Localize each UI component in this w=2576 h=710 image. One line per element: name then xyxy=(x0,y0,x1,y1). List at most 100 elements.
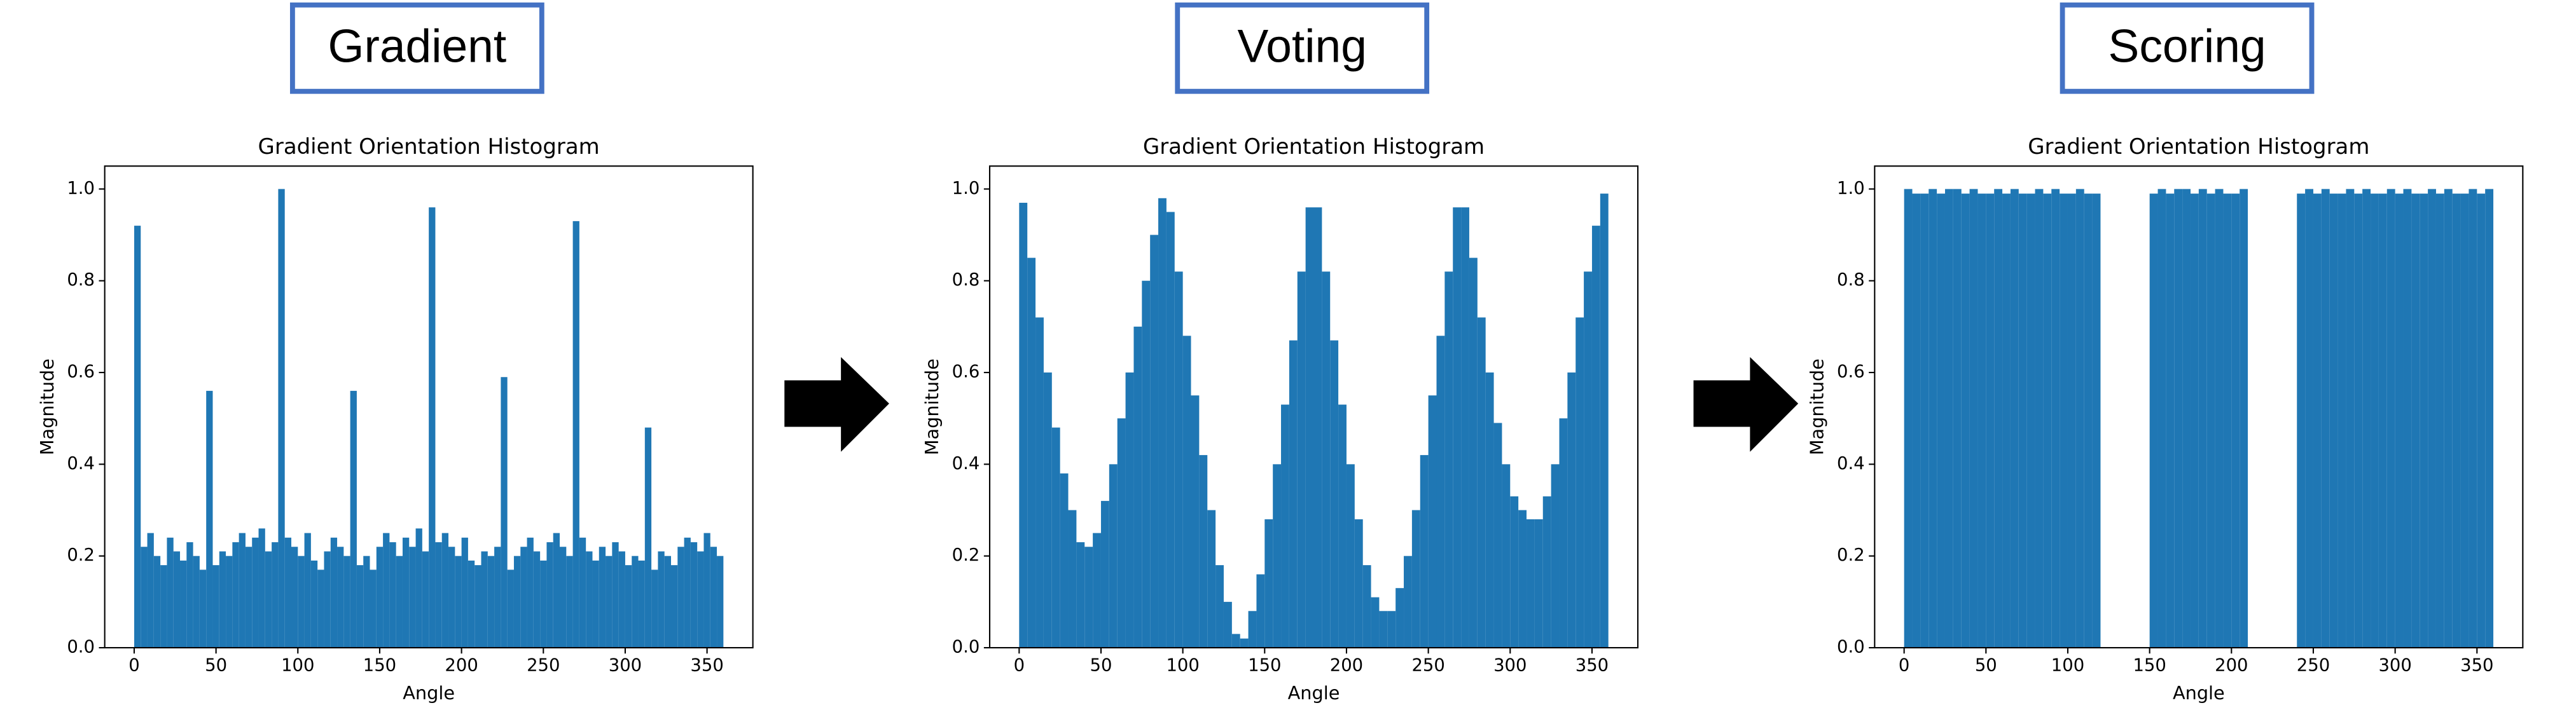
heading: Voting xyxy=(1238,20,1367,72)
bar xyxy=(670,565,678,648)
bar xyxy=(2386,189,2395,648)
bar xyxy=(1191,395,1200,648)
bar xyxy=(402,537,410,648)
bar xyxy=(1461,207,1469,648)
bar xyxy=(467,560,475,648)
bar xyxy=(644,427,652,648)
x-tick-label: 350 xyxy=(690,655,723,675)
bar xyxy=(481,551,488,648)
x-tick-label: 350 xyxy=(1575,655,1609,675)
bar xyxy=(2174,189,2183,648)
bar xyxy=(1174,271,1183,648)
bar xyxy=(134,226,141,648)
y-tick-label: 0.4 xyxy=(952,454,980,474)
bar xyxy=(703,533,710,648)
x-tick-label: 150 xyxy=(363,655,396,675)
x-tick-label: 200 xyxy=(2215,655,2248,675)
bar xyxy=(710,547,717,648)
x-tick-label: 200 xyxy=(1330,655,1363,675)
bar xyxy=(540,560,547,648)
x-tick-label: 300 xyxy=(609,655,642,675)
bar xyxy=(1584,271,1592,648)
bar xyxy=(1420,454,1429,648)
bar xyxy=(265,551,272,648)
bar xyxy=(2346,189,2355,648)
bar xyxy=(1485,372,1494,648)
bar xyxy=(356,565,364,648)
bar xyxy=(2428,189,2436,648)
bar xyxy=(697,551,704,648)
bar xyxy=(684,537,691,648)
bar xyxy=(206,390,213,648)
bar xyxy=(1313,207,1322,648)
bar xyxy=(2157,189,2166,648)
bar xyxy=(415,528,422,648)
bar xyxy=(1305,207,1314,648)
y-tick-label: 0.4 xyxy=(1837,454,1865,474)
bar xyxy=(553,533,560,648)
bar xyxy=(2313,193,2322,648)
bar xyxy=(337,547,344,648)
bar xyxy=(1100,501,1109,648)
bar xyxy=(448,547,455,648)
bar xyxy=(455,556,462,648)
bar xyxy=(2002,193,2011,648)
bar xyxy=(1109,464,1118,648)
bar xyxy=(147,533,154,648)
heading-box xyxy=(2060,2,2315,94)
bar xyxy=(2010,189,2019,648)
bar xyxy=(507,570,514,648)
bar xyxy=(717,556,724,648)
bar xyxy=(2035,189,2044,648)
bar xyxy=(212,565,219,648)
bar xyxy=(1207,510,1216,648)
bar xyxy=(429,207,436,648)
bar xyxy=(186,542,193,648)
bar xyxy=(389,542,396,648)
y-tick-label: 0.2 xyxy=(67,545,95,565)
bar xyxy=(1953,189,1962,648)
bar xyxy=(1436,336,1445,648)
x-tick-label: 200 xyxy=(445,655,478,675)
bar xyxy=(1084,547,1093,648)
bar xyxy=(2198,189,2207,648)
bar xyxy=(1182,336,1191,648)
bar xyxy=(1158,198,1167,648)
bar xyxy=(1591,226,1600,648)
y-tick-label: 0.8 xyxy=(952,270,980,290)
bar xyxy=(219,551,226,648)
bar xyxy=(579,537,586,648)
bar xyxy=(1600,193,1609,648)
bar xyxy=(278,189,285,648)
bar xyxy=(1559,418,1568,648)
bar xyxy=(1043,372,1052,648)
bar xyxy=(2067,193,2076,648)
bar xyxy=(350,390,357,648)
bar xyxy=(1904,189,1913,648)
y-tick-label: 0.8 xyxy=(67,270,95,290)
bar xyxy=(2043,193,2052,648)
bar xyxy=(1019,203,1028,648)
bar xyxy=(599,547,606,648)
bar xyxy=(435,542,442,648)
bar xyxy=(1142,280,1151,648)
x-axis-label: Angle xyxy=(403,682,455,704)
bar xyxy=(533,551,541,648)
bar xyxy=(527,537,534,648)
x-tick-label: 0 xyxy=(128,655,139,675)
y-tick-label: 0.6 xyxy=(952,362,980,382)
bar xyxy=(304,533,311,648)
bar xyxy=(199,570,207,648)
bar xyxy=(651,570,658,648)
bar xyxy=(2240,189,2248,648)
heading-box xyxy=(1175,2,1430,94)
bar xyxy=(1493,423,1502,648)
bar xyxy=(239,533,246,648)
bar xyxy=(1346,464,1355,648)
bar xyxy=(2084,193,2093,648)
y-tick-label: 0.6 xyxy=(1837,362,1865,382)
bar xyxy=(363,556,370,648)
bar xyxy=(560,547,567,648)
bar xyxy=(2485,189,2494,648)
